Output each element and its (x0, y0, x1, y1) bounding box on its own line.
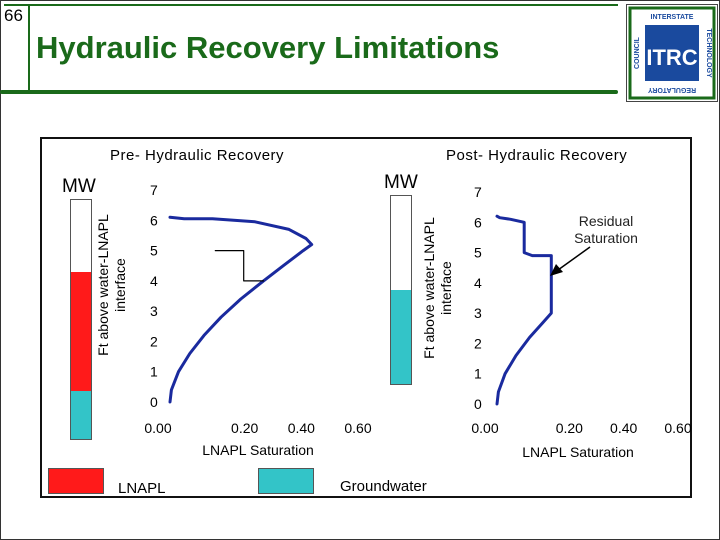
title-underline (0, 90, 618, 94)
title-rule-left (28, 4, 30, 90)
pre-panel-title: Pre- Hydraulic Recovery (110, 147, 285, 164)
diagram-frame (40, 137, 692, 498)
y-tick-label: 2 (474, 335, 482, 351)
pre-monitoring-well-column (70, 199, 92, 440)
residual-saturation-annotation: Residual Saturation (550, 213, 638, 276)
residual-saturation-label-line: Saturation (574, 230, 638, 246)
pre-column-groundwater-segment (71, 391, 91, 439)
residual-saturation-arrowhead (550, 264, 563, 276)
saturation-curve (168, 215, 314, 404)
y-tick-label: 3 (150, 303, 158, 319)
x-tick-label: 0.20 (231, 420, 258, 436)
y-tick-label: 2 (150, 333, 158, 349)
legend-groundwater-label: Groundwater (340, 478, 427, 495)
x-tick-label: 0.60 (664, 420, 691, 436)
pre-column-lnapl-segment (71, 271, 91, 392)
legend-groundwater-swatch (258, 468, 314, 494)
y-tick-label: 5 (474, 245, 482, 261)
itrc-logo-graphic: INTERSTATE REGULATORY COUNCIL TECHNOLOGY… (628, 6, 716, 100)
y-tick-label: 6 (474, 214, 482, 230)
post-column-air-segment (391, 196, 411, 290)
y-tick-label: 1 (150, 364, 158, 380)
legend-lnapl-swatch (48, 468, 104, 494)
y-tick-label: 0 (150, 394, 158, 410)
x-axis-title: LNAPL Saturation (522, 444, 634, 460)
x-tick-label: 0.40 (288, 420, 315, 436)
slide-title: Hydraulic Recovery Limitations (36, 30, 500, 65)
x-axis-title: LNAPL Saturation (202, 442, 314, 458)
pre-chart: 0 1 2 3 4 5 6 7 0.00 0.20 0.40 0.60 LNAPL Saturation (144, 182, 371, 458)
y-tick-label: 0 (474, 396, 482, 412)
post-column-groundwater-segment (391, 290, 411, 384)
y-tick-label: 6 (150, 212, 158, 228)
residual-saturation-arrow (557, 246, 591, 271)
x-tick-label: 0.40 (610, 420, 637, 436)
slide-number: 66 (4, 6, 23, 25)
pre-column-air-segment (71, 200, 91, 272)
residual-saturation-label: Residual Saturation (574, 213, 638, 246)
x-tick-label: 0.20 (556, 420, 583, 436)
post-monitoring-well-column (390, 195, 412, 385)
y-tick-label: 1 (474, 366, 482, 382)
saturation-curve (495, 214, 553, 406)
reference-step-line (214, 250, 265, 282)
x-tick-label: 0.00 (144, 420, 171, 436)
x-tick-label: 0.60 (344, 420, 371, 436)
y-tick-label: 7 (150, 182, 158, 198)
logo-bottom-text: REGULATORY (648, 86, 696, 93)
x-tick-label: 0.00 (471, 420, 498, 436)
post-panel-title: Post- Hydraulic Recovery (446, 147, 628, 164)
y-tick-label: 4 (474, 275, 482, 291)
pre-mw-label: MW (62, 176, 96, 197)
logo-center-block (645, 25, 699, 81)
y-tick-label: 5 (150, 243, 158, 259)
y-tick-label: 7 (474, 184, 482, 200)
logo-center-text: ITRC (646, 45, 697, 70)
legend-lnapl-label: LNAPL (118, 480, 166, 497)
logo-right-text: TECHNOLOGY (705, 28, 712, 78)
residual-saturation-label-line: Residual (579, 213, 633, 229)
y-tick-label: 3 (474, 305, 482, 321)
y-tick-label: 4 (150, 273, 158, 289)
title-rule-top (4, 4, 618, 6)
itrc-logo: INTERSTATE REGULATORY COUNCIL TECHNOLOGY… (626, 4, 718, 102)
post-mw-label: MW (384, 172, 418, 193)
logo-top-text: INTERSTATE (651, 14, 694, 21)
logo-left-text: COUNCIL (634, 36, 641, 69)
